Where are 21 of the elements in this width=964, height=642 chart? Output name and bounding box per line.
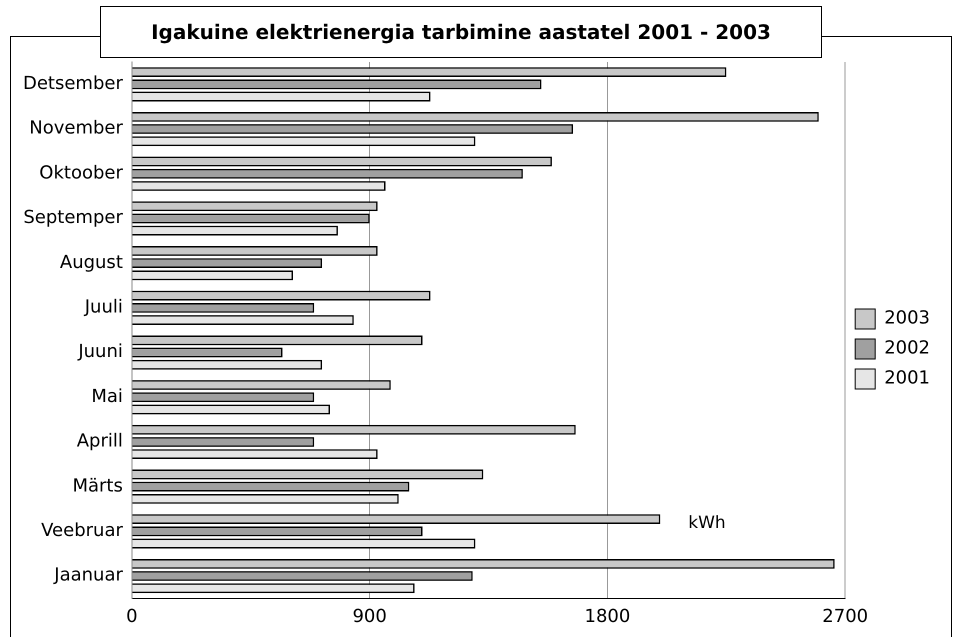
chart-title: Igakuine elektrienergia tarbimine aastatel 2001 - 2003 xyxy=(100,6,822,58)
y-tick-label: Veebruar xyxy=(41,520,124,542)
y-tick-label: Jaanuar xyxy=(53,564,124,586)
y-tick-label: November xyxy=(29,118,124,139)
y-tick-label: Juuni xyxy=(77,341,123,362)
y-tick-label: Mai xyxy=(91,386,123,407)
y-tick-label: August xyxy=(60,252,123,273)
x-tick-label: 0 xyxy=(126,606,138,627)
annotation: kWh xyxy=(688,512,726,533)
legend-label: 2001 xyxy=(884,368,930,389)
legend-label: 2003 xyxy=(884,308,930,329)
y-tick-label: Juuli xyxy=(84,296,123,318)
x-tick-label: 1800 xyxy=(584,606,630,627)
y-tick-label: Aprill xyxy=(76,430,123,452)
y-tick-label: Märts xyxy=(72,475,123,496)
y-tick-label: Detsember xyxy=(22,73,124,94)
legend-label: 2002 xyxy=(884,338,930,359)
y-tick-label: Septemper xyxy=(23,207,124,228)
x-tick-label: 2700 xyxy=(822,606,868,627)
y-tick-label: Oktoober xyxy=(39,162,124,184)
x-tick-label: 900 xyxy=(352,606,387,627)
